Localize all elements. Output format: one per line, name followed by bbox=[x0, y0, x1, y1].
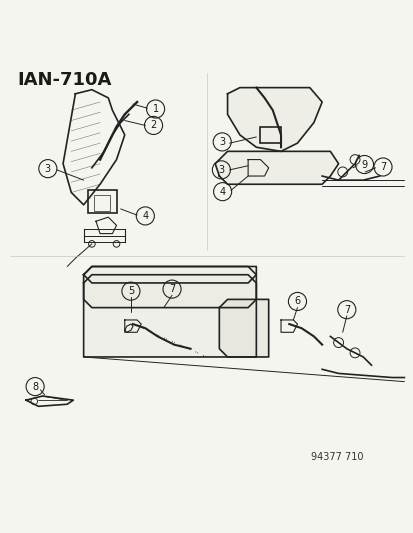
Text: 2: 2 bbox=[150, 120, 156, 131]
Bar bbox=[94, 195, 110, 211]
Text: 3: 3 bbox=[218, 165, 224, 175]
Bar bbox=[260, 127, 280, 143]
Polygon shape bbox=[227, 87, 321, 151]
Text: 8: 8 bbox=[32, 382, 38, 392]
Bar bbox=[88, 190, 116, 213]
Text: 5: 5 bbox=[128, 286, 134, 296]
Text: 9: 9 bbox=[361, 159, 367, 169]
Text: 1: 1 bbox=[152, 104, 158, 114]
Text: 7: 7 bbox=[169, 284, 175, 294]
Text: 6: 6 bbox=[294, 296, 300, 306]
Polygon shape bbox=[219, 300, 268, 357]
Text: 4: 4 bbox=[142, 211, 148, 221]
Polygon shape bbox=[83, 266, 256, 308]
Polygon shape bbox=[215, 151, 338, 184]
Text: 7: 7 bbox=[343, 305, 349, 314]
Text: 94377 710: 94377 710 bbox=[310, 452, 362, 462]
Text: 3: 3 bbox=[45, 164, 51, 174]
Text: 4: 4 bbox=[219, 187, 225, 197]
Text: 3: 3 bbox=[218, 137, 225, 147]
Polygon shape bbox=[83, 274, 256, 357]
Text: 7: 7 bbox=[379, 162, 385, 172]
Text: IAN-710A: IAN-710A bbox=[18, 71, 112, 89]
